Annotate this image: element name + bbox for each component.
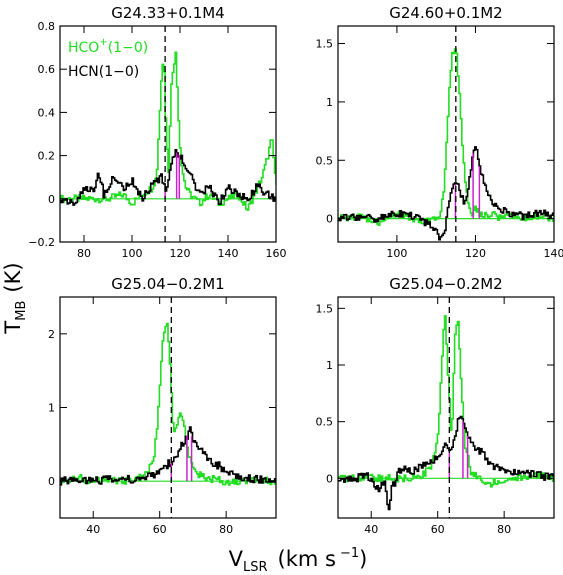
x-tick-label: 80 bbox=[219, 523, 233, 536]
series-group bbox=[60, 51, 276, 211]
panel-1: G24.33+0.1M4 80 100 120 140 160 −0.2 0 0.2 0.4 0.6… bbox=[28, 4, 286, 260]
x-tick-label: 140 bbox=[218, 247, 239, 260]
y-tick-label: 2 bbox=[48, 328, 55, 341]
x-tick-label: 140 bbox=[544, 247, 563, 260]
x-tick-label: 40 bbox=[364, 523, 378, 536]
y-tick-label: 1.5 bbox=[316, 302, 334, 315]
legend-hco-sup: + bbox=[99, 37, 107, 48]
series-hcn bbox=[338, 415, 554, 511]
x-axis-label: VLSR (km s −1) bbox=[229, 546, 368, 575]
x-tick-label: 100 bbox=[122, 247, 143, 260]
x-axis-label-exp: −1 bbox=[340, 546, 359, 561]
y-tick-label: 1 bbox=[326, 359, 333, 372]
x-tick-label: 120 bbox=[465, 247, 486, 260]
y-tick-label: 0.8 bbox=[38, 20, 56, 33]
x-tick-label: 160 bbox=[266, 247, 287, 260]
y-tick-label: 0.5 bbox=[316, 154, 334, 167]
series-group bbox=[338, 315, 554, 511]
series-group bbox=[60, 322, 276, 486]
y-tick-label: 0 bbox=[48, 475, 55, 488]
plot-frame bbox=[337, 296, 555, 519]
panel-2: G24.60+0.1M2 100 120 140 0 0.5 1 1.5 bbox=[316, 4, 563, 260]
y-tick-label: 0.6 bbox=[38, 63, 56, 76]
x-tick-label: 80 bbox=[497, 523, 511, 536]
panel-title: G25.04−0.2M2 bbox=[389, 275, 502, 293]
x-axis-label-close: ) bbox=[359, 547, 367, 571]
plot-frame bbox=[337, 25, 555, 243]
series-hco bbox=[338, 48, 554, 226]
panel-3: G25.04−0.2M1 40 60 80 0 1 2 bbox=[48, 275, 277, 536]
panel-title: G24.33+0.1M4 bbox=[111, 4, 224, 22]
series-hcn bbox=[60, 149, 276, 206]
y-tick-label: 0 bbox=[326, 213, 333, 226]
series-hcn bbox=[60, 426, 276, 486]
y-axis-label: TMB (K) bbox=[1, 262, 29, 334]
svg-text:TMB(K): TMB (K) bbox=[1, 262, 29, 334]
x-tick-label: 120 bbox=[170, 247, 191, 260]
y-axis-label-unit: (K) bbox=[1, 262, 25, 292]
x-tick-label: 80 bbox=[77, 247, 91, 260]
y-tick-label: 1 bbox=[48, 402, 55, 415]
panel-4: G25.04−0.2M2 40 60 80 0 0.5 1 1.5 bbox=[316, 275, 555, 536]
legend-hco-label: HCO bbox=[68, 40, 99, 56]
x-tick-label: 60 bbox=[431, 523, 445, 536]
plot-frame bbox=[59, 25, 277, 243]
y-axis-label-main: T bbox=[1, 321, 25, 335]
y-tick-label: 0 bbox=[326, 472, 333, 485]
series-hcn bbox=[338, 146, 554, 241]
y-tick-label: −0.2 bbox=[28, 236, 55, 249]
y-tick-label: 0.4 bbox=[38, 106, 56, 119]
x-tick-label: 100 bbox=[386, 247, 407, 260]
y-axis-label-sub: MB bbox=[14, 301, 29, 321]
y-tick-label: 0 bbox=[48, 193, 55, 206]
x-tick-label: 60 bbox=[153, 523, 167, 536]
x-axis-label-main: V bbox=[229, 547, 244, 571]
svg-text:VLSR(km s−1): VLSR (km s −1) bbox=[229, 546, 368, 575]
series-group bbox=[338, 48, 554, 241]
svg-text:HCO+(1−0): HCO+(1−0) bbox=[68, 37, 148, 56]
series-hco bbox=[338, 315, 554, 488]
x-tick-label: 40 bbox=[86, 523, 100, 536]
legend-hco-rest: (1−0) bbox=[108, 40, 148, 56]
x-axis-label-sub: LSR bbox=[243, 560, 268, 575]
y-tick-label: 1.5 bbox=[316, 38, 334, 51]
x-axis-label-unit: (km s bbox=[278, 547, 336, 571]
legend-hcn-label: HCN(1−0) bbox=[68, 64, 139, 80]
legend: HCO+(1−0) HCN(1−0) bbox=[68, 37, 148, 80]
panel-title: G25.04−0.2M1 bbox=[111, 275, 224, 293]
y-tick-label: 0.2 bbox=[38, 150, 56, 163]
y-tick-label: 0.5 bbox=[316, 416, 334, 429]
y-tick-label: 1 bbox=[326, 96, 333, 109]
panel-title: G24.60+0.1M2 bbox=[389, 4, 502, 22]
